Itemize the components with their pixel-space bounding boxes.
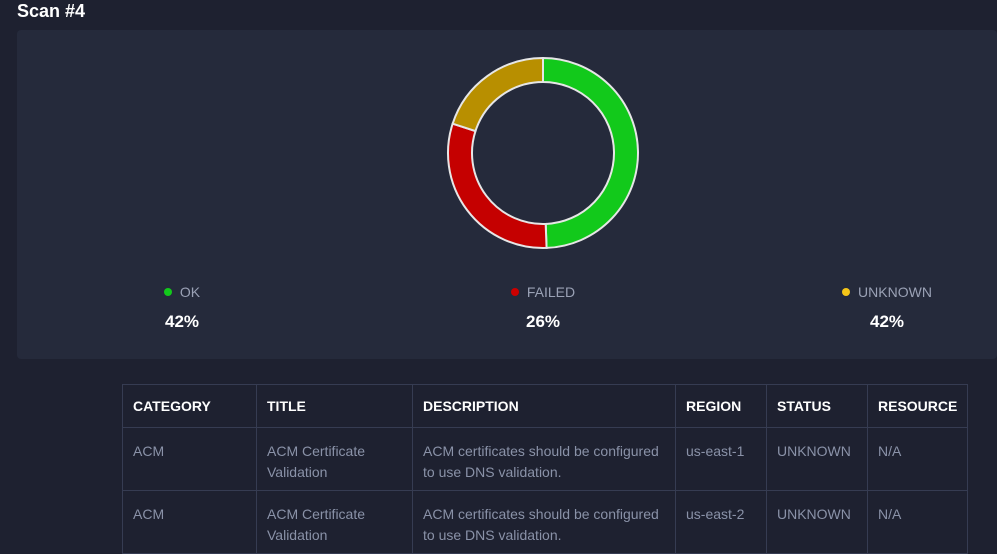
legend-failed: FAILED 26%	[443, 284, 643, 332]
column-header-status[interactable]: STATUS	[766, 384, 868, 428]
cell-resource: N/A	[866, 427, 969, 491]
results-table: CATEGORY TITLE DESCRIPTION REGION STATUS…	[122, 384, 969, 554]
column-header-resource[interactable]: RESOURCE	[866, 384, 969, 428]
legend-failed-label: FAILED	[526, 284, 576, 300]
legend-unknown-label: UNKNOWN	[858, 284, 932, 300]
legend-ok-value: 42%	[164, 312, 200, 331]
column-header-region[interactable]: REGION	[675, 384, 767, 428]
cell-status: UNKNOWN	[766, 427, 868, 491]
legend-ok-label: OK	[179, 284, 201, 300]
page-title: Scan #4	[17, 1, 86, 21]
legend-unknown: UNKNOWN 42%	[787, 284, 987, 332]
cell-category: ACM	[122, 427, 257, 491]
column-header-title[interactable]: TITLE	[256, 384, 413, 428]
ok-dot-icon	[163, 288, 172, 296]
cell-resource: N/A	[866, 490, 969, 554]
donut-segment-ok[interactable]	[542, 56, 639, 249]
column-header-category[interactable]: CATEGORY	[122, 384, 257, 428]
unknown-dot-icon	[842, 288, 851, 296]
cell-status: UNKNOWN	[766, 490, 868, 554]
table-row[interactable]: ACM ACM Certificate Validation ACM certi…	[122, 427, 969, 491]
status-donut-chart	[447, 56, 639, 249]
table-row[interactable]: ACM ACM Certificate Validation ACM certi…	[122, 490, 969, 554]
legend-failed-value: 26%	[525, 312, 561, 331]
donut-segment-unknown[interactable]	[451, 56, 544, 133]
cell-description: ACM certificates should be configured to…	[412, 490, 676, 554]
legend-unknown-value: 42%	[869, 312, 905, 331]
cell-description: ACM certificates should be configured to…	[412, 427, 676, 491]
table-header-row: CATEGORY TITLE DESCRIPTION REGION STATUS…	[122, 384, 969, 428]
cell-title: ACM Certificate Validation	[256, 427, 413, 491]
cell-region: us-east-2	[675, 490, 767, 554]
cell-title: ACM Certificate Validation	[256, 490, 413, 554]
cell-category: ACM	[122, 490, 257, 554]
scan-summary-card: OK 42% FAILED 26% UNKNOWN 42%	[17, 30, 997, 359]
column-header-description[interactable]: DESCRIPTION	[412, 384, 676, 428]
donut-segment-failed[interactable]	[447, 122, 548, 249]
legend-ok: OK 42%	[82, 284, 282, 332]
cell-region: us-east-1	[675, 427, 767, 491]
failed-dot-icon	[510, 288, 519, 296]
